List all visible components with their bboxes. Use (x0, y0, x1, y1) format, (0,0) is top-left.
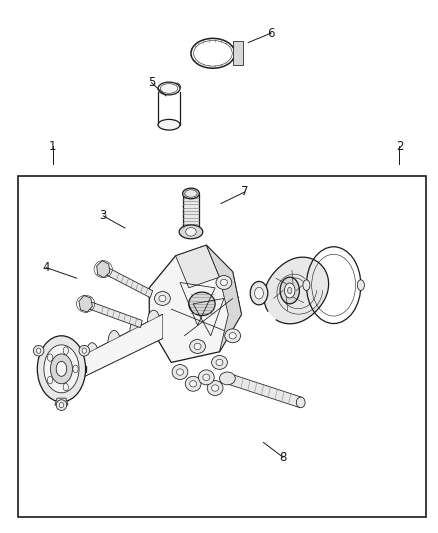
Ellipse shape (63, 347, 68, 354)
Bar (18, 176, 425, 517)
Polygon shape (74, 314, 162, 381)
Ellipse shape (219, 372, 235, 385)
Text: 8: 8 (279, 451, 286, 464)
Ellipse shape (33, 345, 44, 356)
Ellipse shape (159, 295, 166, 302)
Polygon shape (149, 245, 241, 362)
Ellipse shape (189, 340, 205, 353)
Text: 7: 7 (240, 185, 248, 198)
Text: 5: 5 (148, 76, 155, 89)
Ellipse shape (207, 381, 223, 395)
Text: 2: 2 (395, 140, 403, 152)
Text: 3: 3 (99, 209, 106, 222)
Polygon shape (206, 245, 241, 352)
Ellipse shape (279, 277, 299, 304)
Ellipse shape (284, 283, 294, 298)
Text: 6: 6 (267, 27, 275, 39)
Ellipse shape (224, 329, 240, 343)
Ellipse shape (172, 365, 187, 379)
Ellipse shape (86, 343, 98, 366)
Polygon shape (175, 245, 219, 288)
Ellipse shape (211, 356, 227, 369)
Ellipse shape (158, 82, 180, 95)
Polygon shape (55, 398, 68, 405)
Ellipse shape (179, 225, 202, 239)
Polygon shape (102, 266, 152, 297)
Ellipse shape (357, 280, 364, 290)
Ellipse shape (56, 361, 67, 376)
Ellipse shape (37, 336, 85, 402)
Ellipse shape (185, 228, 196, 236)
Ellipse shape (130, 320, 142, 341)
Ellipse shape (194, 343, 201, 350)
Ellipse shape (158, 119, 180, 130)
Ellipse shape (215, 276, 231, 289)
Ellipse shape (108, 330, 120, 354)
Ellipse shape (50, 354, 72, 384)
Ellipse shape (154, 292, 170, 305)
Ellipse shape (215, 359, 223, 366)
Ellipse shape (56, 400, 67, 410)
Ellipse shape (220, 279, 227, 286)
Polygon shape (263, 257, 328, 324)
Ellipse shape (189, 381, 196, 387)
Polygon shape (226, 373, 301, 408)
Ellipse shape (211, 385, 218, 391)
Ellipse shape (296, 397, 304, 408)
Ellipse shape (184, 190, 197, 197)
Ellipse shape (73, 365, 78, 373)
Ellipse shape (302, 280, 309, 290)
Polygon shape (96, 261, 110, 278)
Ellipse shape (47, 354, 53, 361)
Ellipse shape (36, 348, 41, 353)
Ellipse shape (202, 374, 209, 381)
Text: 1: 1 (49, 140, 57, 152)
Ellipse shape (250, 281, 267, 305)
Text: 4: 4 (42, 261, 50, 274)
Ellipse shape (182, 188, 199, 199)
Ellipse shape (188, 292, 215, 316)
Polygon shape (182, 193, 199, 232)
Ellipse shape (82, 348, 86, 353)
Ellipse shape (79, 345, 89, 356)
Bar (232, 42, 243, 65)
Ellipse shape (185, 376, 201, 391)
Ellipse shape (63, 383, 68, 391)
Ellipse shape (254, 287, 263, 299)
Ellipse shape (44, 345, 79, 393)
Polygon shape (85, 300, 142, 328)
Ellipse shape (147, 310, 159, 332)
Ellipse shape (47, 376, 53, 384)
Ellipse shape (287, 287, 291, 294)
Ellipse shape (59, 402, 64, 408)
Polygon shape (79, 295, 92, 312)
Ellipse shape (229, 333, 236, 339)
Ellipse shape (176, 369, 183, 375)
Ellipse shape (198, 370, 214, 385)
